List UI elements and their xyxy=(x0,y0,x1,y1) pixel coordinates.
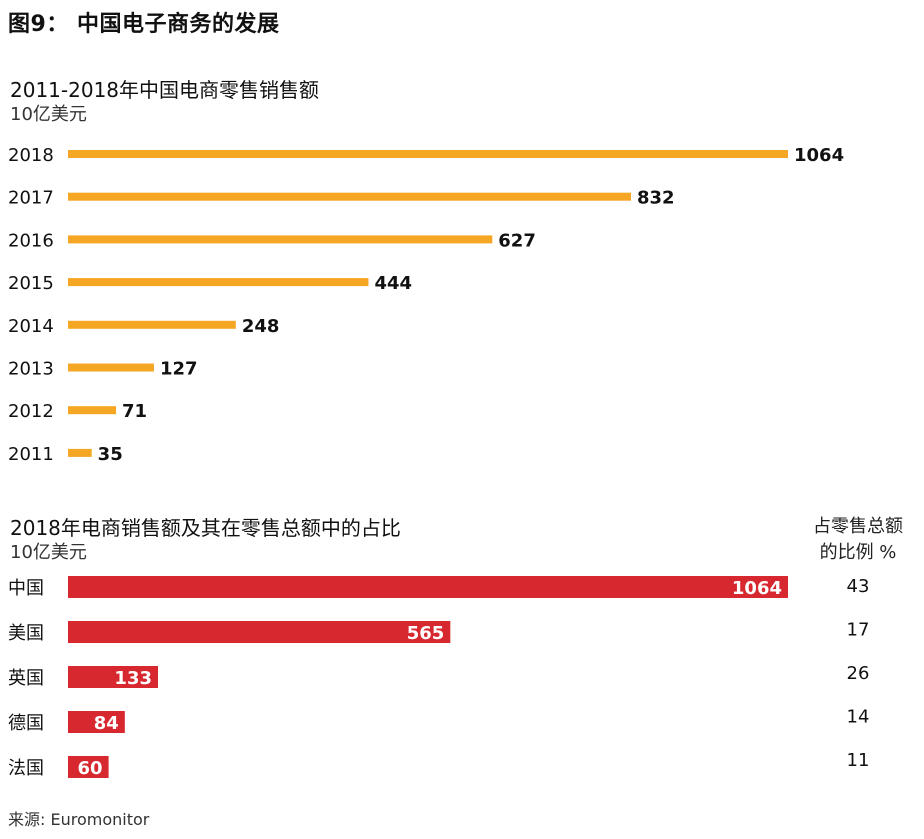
chart1-bar xyxy=(68,192,632,201)
chart2-value-label: 565 xyxy=(407,623,445,644)
chart2-category-label: 英国 xyxy=(8,668,44,689)
chart1-title: 2011-2018年中国电商零售销售额 xyxy=(10,78,320,102)
chart2-value-label: 133 xyxy=(114,668,152,689)
chart2-category-label: 法国 xyxy=(8,758,44,779)
chart1-bar xyxy=(68,235,493,244)
chart1-value-label: 444 xyxy=(374,273,412,294)
chart2-category-label: 中国 xyxy=(8,578,44,599)
chart1-unit: 10亿美元 xyxy=(10,104,87,125)
chart2-bar xyxy=(68,756,109,778)
chart2-value-label: 1064 xyxy=(732,578,782,599)
source-note: 来源: Euromonitor xyxy=(8,810,150,829)
chart1-value-label: 71 xyxy=(122,401,147,422)
figure-title: 图9： 中国电子商务的发展 xyxy=(8,12,280,37)
chart2-category-label: 美国 xyxy=(8,623,44,644)
chart1-value-label: 248 xyxy=(242,316,280,337)
chart2-value-label: 60 xyxy=(78,758,103,779)
chart1-category-label: 2014 xyxy=(8,316,54,337)
chart1-category-label: 2013 xyxy=(8,359,54,380)
chart2-value-label: 84 xyxy=(94,713,119,734)
chart1-category-label: 2011 xyxy=(8,444,54,465)
chart1-value-label: 127 xyxy=(160,359,198,380)
chart1-bar xyxy=(68,150,788,158)
chart1-bar xyxy=(68,278,369,287)
chart1-bar xyxy=(68,406,117,415)
chart2-bar xyxy=(68,711,125,733)
chart2-share-label: 17 xyxy=(847,620,870,641)
chart1-value-label: 1064 xyxy=(794,145,844,166)
chart1-bar xyxy=(68,448,92,457)
chart2-bar xyxy=(68,576,788,598)
chart2-bar xyxy=(68,621,451,643)
chart2-share-label: 11 xyxy=(847,750,870,771)
chart2-category-label: 德国 xyxy=(8,713,44,734)
chart1-category-label: 2017 xyxy=(8,188,54,209)
chart2-share-label: 14 xyxy=(847,707,870,728)
chart1-value-label: 35 xyxy=(98,444,123,465)
share-header-line2: 的比例 % xyxy=(819,542,897,563)
chart1-category-label: 2018 xyxy=(8,145,54,166)
chart2-bar xyxy=(68,666,158,688)
chart2-share-label: 43 xyxy=(847,576,870,597)
chart2-title: 2018年电商销售额及其在零售总额中的占比 xyxy=(10,516,401,540)
chart1-category-label: 2016 xyxy=(8,230,54,251)
chart1-category-label: 2012 xyxy=(8,401,54,422)
share-header-line1: 占零售总额 xyxy=(813,516,903,537)
chart1-bar xyxy=(68,363,154,372)
chart2-share-label: 26 xyxy=(847,663,870,684)
chart1-value-label: 832 xyxy=(637,188,675,209)
chart1-bar xyxy=(68,320,236,329)
chart1-value-label: 627 xyxy=(498,230,536,251)
chart2-unit: 10亿美元 xyxy=(10,542,87,563)
chart1-category-label: 2015 xyxy=(8,273,54,294)
